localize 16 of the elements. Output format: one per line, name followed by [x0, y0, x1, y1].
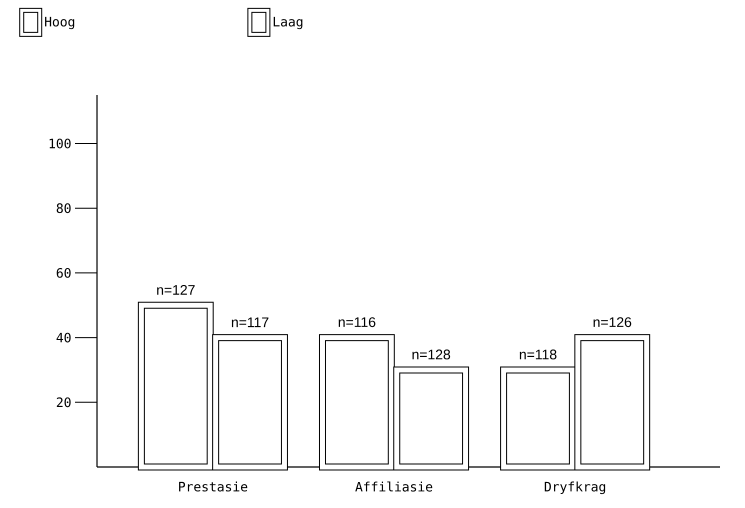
annotation: n=116 — [338, 317, 376, 328]
y-tick-label: 60 — [56, 268, 71, 278]
y-tick-label: 80 — [56, 203, 71, 214]
y-tick-label: 20 — [56, 397, 71, 408]
x-tick-label: Dryfkrag — [544, 482, 606, 494]
annotation: n=117 — [232, 317, 268, 328]
annotation: n=127 — [157, 284, 195, 295]
annotation: n=126 — [594, 317, 632, 328]
y-tick-label: 100 — [50, 138, 71, 148]
legend-label: Laag — [274, 16, 302, 30]
annotation: n=128 — [412, 350, 450, 360]
x-tick-label: Affiliasie — [355, 482, 432, 492]
legend-label: Hoog — [45, 16, 74, 30]
x-tick-label: Prestasie — [179, 482, 248, 492]
y-tick-label: 40 — [56, 332, 71, 342]
annotation: n=118 — [520, 350, 556, 360]
